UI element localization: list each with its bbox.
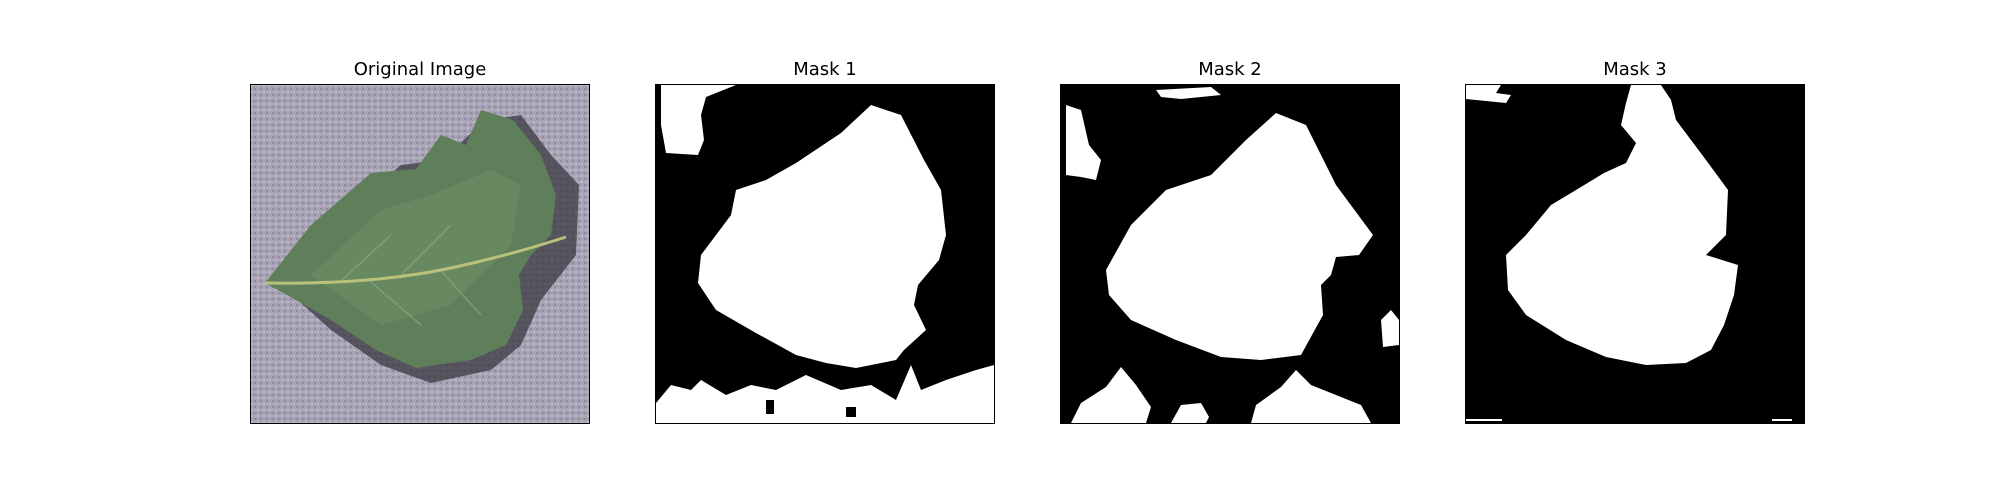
panel-title: Mask 2 <box>1198 59 1262 80</box>
panel-mask-2: Mask 2 <box>1060 0 1400 500</box>
mask-3-image <box>1465 84 1805 424</box>
panel-title: Mask 3 <box>1603 59 1667 80</box>
mask-2-image <box>1060 84 1400 424</box>
panel-mask-1: Mask 1 <box>655 0 995 500</box>
panel-title: Mask 1 <box>793 59 857 80</box>
panel-mask-3: Mask 3 <box>1465 0 1805 500</box>
panel-title: Original Image <box>353 59 487 80</box>
panel-original-image: Original Image <box>250 0 590 500</box>
original-image <box>250 84 590 424</box>
mask-1-image <box>655 84 995 424</box>
